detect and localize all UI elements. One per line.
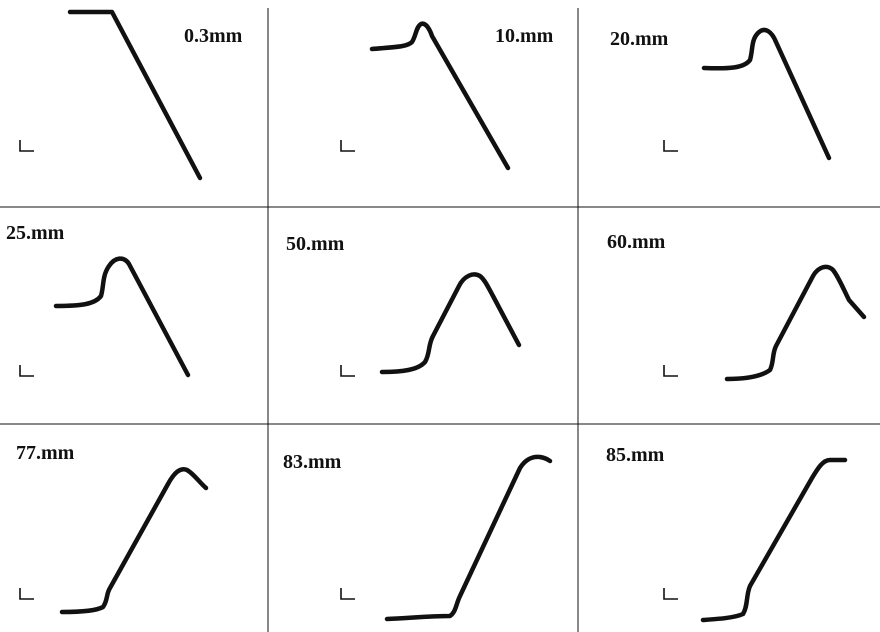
- panel-label-0-3mm: 0.3mm: [184, 25, 243, 47]
- corner-mark-0-3mm: [19, 140, 34, 152]
- corner-mark-77mm: [19, 588, 34, 600]
- panel-label-10mm: 10.mm: [495, 25, 554, 47]
- profile-curve-0-3mm: [67, 9, 203, 181]
- corner-mark-60mm: [663, 365, 678, 377]
- panel-label-25mm: 25.mm: [6, 222, 65, 244]
- profile-curve-83mm: [384, 454, 553, 622]
- panel-label-83mm: 83.mm: [283, 451, 342, 473]
- corner-mark-20mm: [663, 140, 678, 152]
- panel-label-60mm: 60.mm: [607, 231, 666, 253]
- corner-mark-50mm: [340, 365, 355, 377]
- profile-curves: [53, 9, 867, 623]
- profile-curve-10mm: [369, 21, 511, 171]
- profile-curve-20mm: [701, 27, 832, 161]
- panel-label-50mm: 50.mm: [286, 233, 345, 255]
- profile-curve-85mm: [700, 457, 848, 623]
- panel-label-20mm: 20.mm: [610, 28, 669, 50]
- profile-curve-25mm: [53, 256, 191, 378]
- corner-mark-83mm: [340, 588, 355, 600]
- corner-marks: [19, 140, 678, 600]
- profile-curve-60mm: [724, 264, 867, 382]
- panel-label-77mm: 77.mm: [16, 442, 75, 464]
- corner-mark-10mm: [340, 140, 355, 152]
- panel-label-85mm: 85.mm: [606, 444, 665, 466]
- corner-mark-85mm: [663, 588, 678, 600]
- corner-mark-25mm: [19, 365, 34, 377]
- profile-curve-50mm: [379, 272, 522, 375]
- profile-curve-77mm: [59, 467, 209, 615]
- grid-lines: [0, 8, 880, 632]
